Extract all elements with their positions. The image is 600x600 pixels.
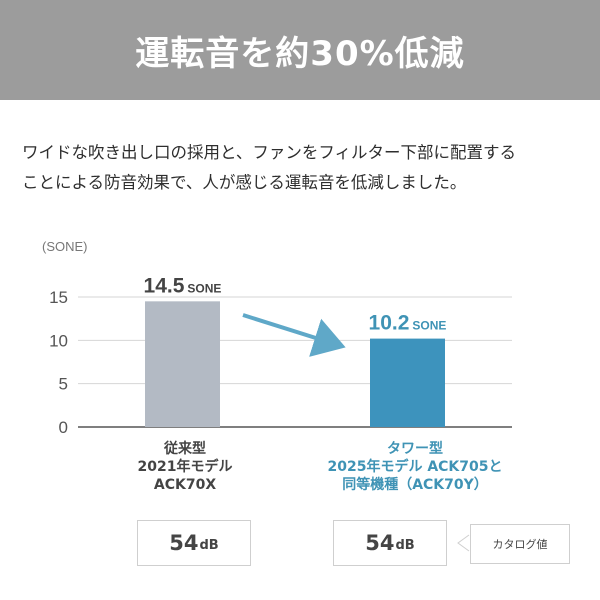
description: ワイドな吹き出し口の採用と、ファンをフィルター下部に配置する ことによる防音効果…	[22, 138, 582, 198]
description-line-1: ワイドな吹き出し口の採用と、ファンをフィルター下部に配置する	[22, 143, 517, 162]
category-new-line-3: 同等機種（ACK70Y）	[342, 477, 488, 493]
catalog-value-note: カタログ値	[470, 524, 570, 564]
category-new-line-2: 2025年モデル ACK705と	[327, 459, 503, 475]
catalog-pointer-icon	[457, 534, 470, 552]
category-label-new: タワー型 2025年モデル ACK705と 同等機種（ACK70Y）	[300, 440, 530, 494]
y-tick-label-15: 15	[49, 288, 68, 307]
decibel-box-old: 54 dB	[137, 520, 251, 566]
bar-old-model	[145, 301, 220, 427]
y-tick-label-0: 0	[59, 418, 68, 437]
description-line-2: ことによる防音効果で、人が感じる運転音を低減しました。	[22, 173, 467, 192]
category-new-line-1: タワー型	[387, 441, 443, 457]
decrease-arrow	[242, 313, 346, 357]
page-title: 運転音を約30%低減	[135, 33, 465, 74]
decibel-value-new: 54	[365, 531, 395, 555]
bar-new-model	[370, 338, 445, 427]
y-tick-label-5: 5	[59, 375, 68, 394]
value-label-new: 10.2 SONE	[369, 312, 447, 335]
y-tick-label-10: 10	[49, 331, 68, 350]
decibel-box-new: 54 dB	[333, 520, 447, 566]
sone-bar-chart: (SONE) 0 5 10 15 14.5 SONE 10.2 SONE	[42, 239, 512, 437]
category-label-old: 従来型 2021年モデル ACK70X	[110, 440, 260, 494]
value-label-old: 14.5 SONE	[144, 274, 222, 297]
decibel-unit-old: dB	[199, 537, 219, 553]
category-old-line-1: 従来型	[164, 441, 206, 457]
title-banner: 運転音を約30%低減	[0, 0, 600, 100]
decibel-value-old: 54	[169, 531, 199, 555]
category-old-line-3: ACK70X	[153, 477, 217, 493]
decibel-unit-new: dB	[395, 537, 415, 553]
category-old-line-2: 2021年モデル	[137, 459, 233, 475]
y-axis-unit-label: (SONE)	[42, 239, 88, 254]
